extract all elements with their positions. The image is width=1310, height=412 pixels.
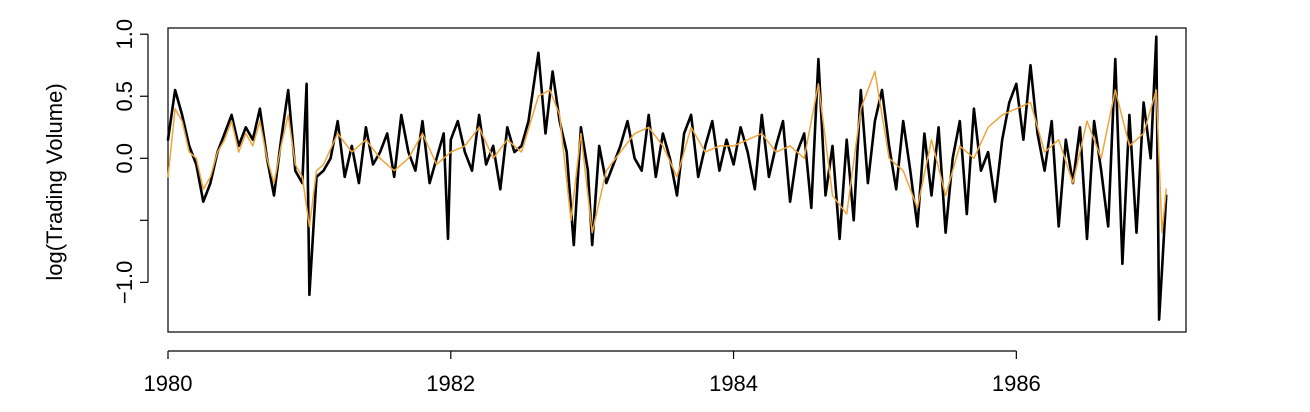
x-tick-label: 1982 [426, 371, 475, 396]
x-tick-label: 1986 [992, 371, 1041, 396]
y-tick-label: −1.0 [112, 261, 137, 304]
y-axis-title: log(Trading Volume) [42, 83, 67, 280]
y-tick-label: 0.5 [112, 81, 137, 112]
x-tick-label: 1984 [709, 371, 758, 396]
y-tick-label: 1.0 [112, 19, 137, 50]
series-line-1 [166, 35, 1168, 321]
x-axis: 1980 1982 1984 1986 [144, 350, 1041, 396]
series-line-2 [167, 70, 1167, 234]
x-tick-label: 1980 [144, 371, 193, 396]
y-tick-label: 0.0 [112, 143, 137, 174]
y-axis: −1.0 0.0 0.5 1.0 [112, 19, 149, 304]
plot-frame [167, 27, 1187, 333]
series-layer [166, 35, 1168, 321]
